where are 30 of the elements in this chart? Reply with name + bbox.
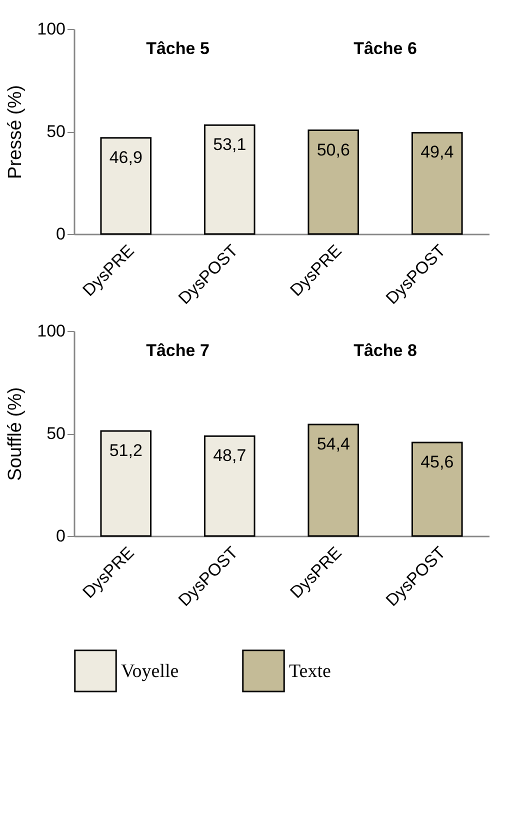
annotation: Tâche 7 xyxy=(146,341,210,360)
bar xyxy=(100,430,152,537)
data-label: 45,6 xyxy=(420,452,454,472)
y-axis-title: Pressé (%) xyxy=(5,85,26,179)
annotation: Tâche 5 xyxy=(146,39,210,58)
y-tick-label: 50 xyxy=(46,424,66,443)
annotation: Tâche 6 xyxy=(354,39,417,58)
data-label: 54,4 xyxy=(316,434,350,454)
y-tick-label: 0 xyxy=(56,224,66,244)
bar xyxy=(411,132,463,235)
y-tick-label: 50 xyxy=(46,122,66,141)
y-tick-label: 100 xyxy=(37,322,66,340)
y-tick-label: 100 xyxy=(37,20,66,38)
data-label: 49,4 xyxy=(420,142,454,162)
bar xyxy=(204,124,256,235)
data-label: 46,9 xyxy=(109,148,142,167)
y-axis-title: Soufflé (%) xyxy=(5,387,26,481)
legend-label: Voyelle xyxy=(121,660,179,682)
data-label: 48,7 xyxy=(213,446,246,466)
bar xyxy=(204,435,256,537)
data-label: 50,6 xyxy=(316,140,350,160)
legend-label: Texte xyxy=(289,660,331,682)
bar xyxy=(308,130,360,235)
data-label: 51,2 xyxy=(109,441,142,460)
annotation: Tâche 8 xyxy=(354,341,417,360)
bar xyxy=(308,424,360,537)
bar xyxy=(100,137,152,235)
bar xyxy=(411,442,463,537)
data-label: 53,1 xyxy=(213,135,246,154)
y-tick-label: 0 xyxy=(56,526,66,546)
